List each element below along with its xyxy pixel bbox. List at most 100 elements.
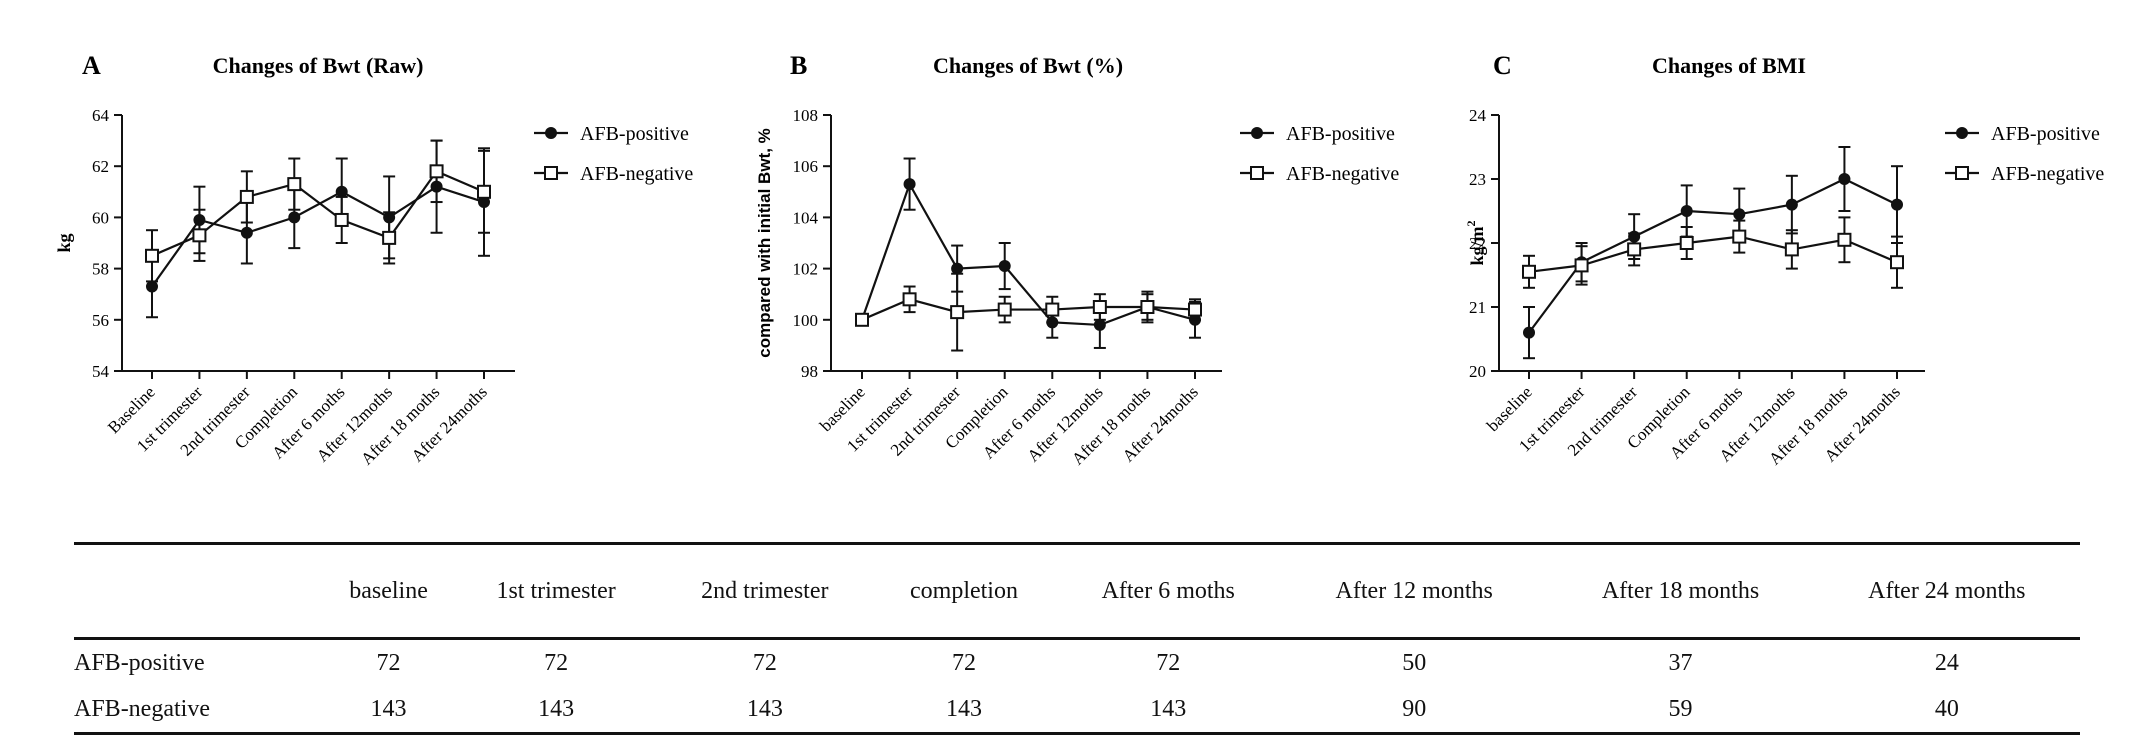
legend-marker [544,166,558,180]
table-cell: 143 [538,695,575,722]
data-point [998,260,1011,273]
panel-letter: A [82,51,101,80]
table-cell: 72 [544,649,569,676]
chart-panel-C: C Changes of BMI2021222324kg/m2baseline1s… [1464,51,2104,469]
data-point [1093,318,1106,331]
data-point [1680,205,1693,217]
data-point [903,178,916,191]
table-header-cell: 2nd trimester [701,577,829,604]
y-tick-label: 22 [1469,234,1486,253]
y-tick-label: 60 [92,208,109,227]
data-point [240,226,253,239]
data-point [429,164,444,179]
y-axis-label: kg/m2 [1464,220,1487,265]
table-header-cell [74,544,322,639]
table-cell: 59 [1668,695,1693,722]
table-row: AFB-negative 143 143 143 143 143 90 59 4… [74,686,2080,734]
y-axis-label: compared with initial Bwt, % [755,128,774,358]
y-tick-label: 100 [793,311,819,330]
data-point [1045,302,1060,317]
data-point [902,292,917,307]
data-point [1732,229,1747,244]
data-point [382,230,397,245]
table-cell: 40 [1934,695,1959,722]
y-tick-label: 24 [1469,106,1487,125]
panel-letter: B [790,51,807,80]
y-tick-label: 62 [92,157,109,176]
data-point [288,211,301,224]
data-point [1092,300,1107,314]
data-point [951,262,964,275]
table-header-cell: After 12 months [1335,577,1493,604]
y-tick-label: 106 [793,157,819,176]
data-point [1627,242,1642,257]
charts-area: A Changes of Bwt (Raw)545658606264kgBasel… [54,51,2104,469]
series-line [1528,177,1898,334]
y-axis-label-superscript: 2 [1464,220,1478,226]
data-point [287,177,302,192]
y-tick-label: 20 [1469,362,1486,381]
data-point [855,312,869,327]
y-tick-label: 102 [793,260,819,279]
legend-label: AFB-positive [580,123,689,145]
data-point [1522,264,1536,279]
chart-panel-A: A Changes of Bwt (Raw)545658606264kgBasel… [54,51,693,469]
data-point [1188,302,1202,317]
table-cell: 37 [1668,649,1693,676]
data-point [1574,258,1589,273]
data-point [1837,232,1852,247]
table-cell: 72 [376,649,401,676]
chart-title: Changes of BMI [1652,53,1806,78]
data-point [334,212,349,227]
table-row: AFB-positive 72 72 72 72 72 50 37 24 [74,639,2080,687]
table-header-cell: After 24 months [1868,577,2026,604]
table-cell: 143 [1150,695,1187,722]
legend-marker [545,127,557,139]
table-header-cell: 1st trimester [496,577,616,604]
legend-marker [1250,166,1264,180]
y-tick-label: 56 [92,311,109,330]
table-cell: 72 [951,649,976,676]
data-point [1140,300,1155,314]
table-header-row: baseline 1st trimester 2nd trimester com… [74,543,2080,639]
data-point [1890,255,1904,270]
table-cell: 72 [752,649,777,676]
table-header-cell: After 6 moths [1101,577,1235,604]
data-point [1523,326,1535,339]
y-tick-label: 58 [92,260,109,279]
series-line [860,181,1196,327]
table-header-cell: baseline [349,577,428,604]
table-cell: 143 [945,695,982,722]
y-tick-label: 98 [801,362,818,381]
legend-label: AFB-positive [1991,123,2100,145]
table-cell: 143 [370,695,407,722]
data-point [997,302,1012,317]
chart-title: Changes of Bwt (%) [933,53,1123,78]
y-tick-label: 64 [92,106,110,125]
chart-title: Changes of Bwt (Raw) [213,53,424,78]
y-tick-label: 23 [1469,170,1486,189]
data-point [145,248,159,263]
y-tick-label: 21 [1469,298,1486,317]
data-point [146,280,158,293]
data-point [239,189,254,204]
legend-label: AFB-negative [1286,163,1399,185]
y-tick-label: 104 [793,208,819,227]
table-row-label: AFB-negative [74,695,210,722]
series-line [1528,235,1898,273]
legend-marker [1955,166,1969,180]
legend-label: AFB-negative [580,163,693,185]
series-line [151,169,485,257]
data-point [477,184,491,199]
table-header-cell: completion [910,577,1018,604]
data-point [1785,198,1798,211]
legend-label: AFB-negative [1991,163,2104,185]
data-point [192,228,207,243]
table-cell: 72 [1156,649,1181,676]
y-axis-label: kg [54,233,74,252]
y-tick-label: 54 [92,362,110,381]
table-cell: 50 [1402,649,1427,676]
data-point [1838,173,1851,185]
legend-marker [1956,127,1968,139]
table-row-label: AFB-positive [74,649,205,676]
